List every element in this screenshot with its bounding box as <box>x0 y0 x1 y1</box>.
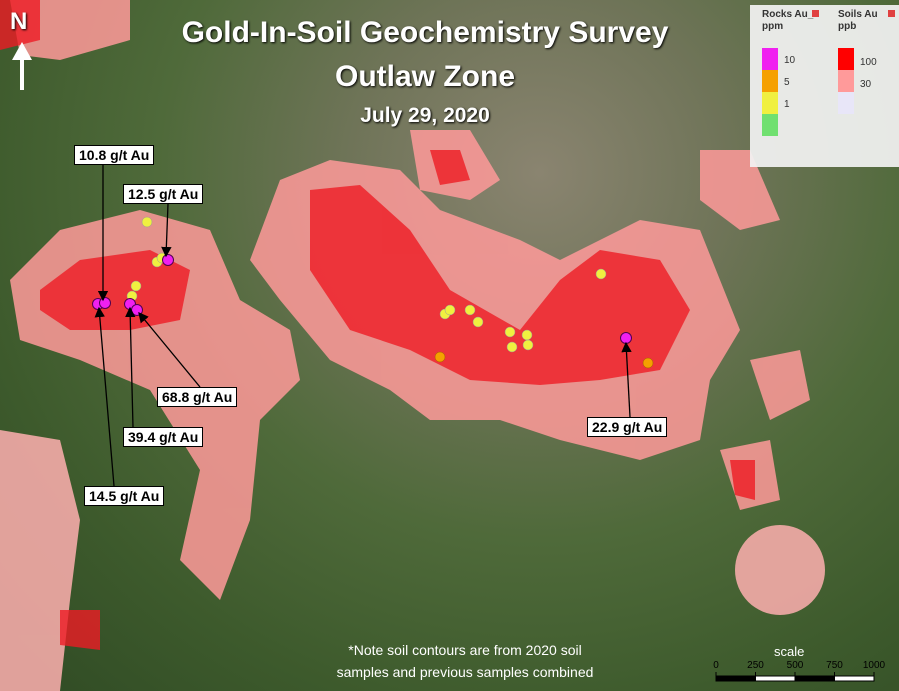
legend-swatch <box>762 48 778 70</box>
rock-sample <box>464 304 476 316</box>
scale-tick-label: 500 <box>787 660 804 671</box>
soil-low <box>750 350 810 420</box>
north-label: N <box>10 8 28 35</box>
legend-unit: ppm <box>762 21 784 32</box>
legend-label: 1 <box>784 99 790 110</box>
scale-tick-label: 1000 <box>863 660 886 671</box>
soil-high <box>0 0 755 650</box>
callout-label: 14.5 g/t Au <box>84 486 165 506</box>
soil-high-zone <box>40 250 190 330</box>
map-subtitle: Outlaw Zone <box>335 60 515 93</box>
callout-label: 68.8 g/t Au <box>157 387 238 407</box>
callout-leaders <box>94 165 632 487</box>
callout-leader <box>125 306 136 428</box>
callout-leader <box>161 203 172 258</box>
rock-sample-high <box>162 254 174 266</box>
legend-swatch <box>762 92 778 114</box>
scale-tick-label: 750 <box>826 660 843 671</box>
legend-label: 100 <box>860 57 877 68</box>
rock-sample <box>130 280 142 292</box>
soil-low <box>700 150 780 230</box>
rock-sample <box>504 326 516 338</box>
note-line: samples and previous samples combined <box>336 664 594 680</box>
scale-segment <box>715 675 756 682</box>
scale-tick-label: 0 <box>713 660 719 671</box>
rock-sample-high <box>131 304 143 316</box>
legend-label: 30 <box>860 79 872 90</box>
soil-high-zone <box>730 460 755 500</box>
rock-sample <box>506 341 518 353</box>
scale-tick-label: 250 <box>747 660 764 671</box>
soil-high-zone <box>60 610 100 650</box>
callout-leader <box>94 306 115 487</box>
map-title: Gold-In-Soil Geochemistry Survey <box>181 16 669 49</box>
legend-label: 10 <box>784 55 796 66</box>
soil-high-zone <box>0 0 40 50</box>
legend-swatch <box>762 70 778 92</box>
rock-sample <box>141 216 153 228</box>
legend-close <box>812 10 819 17</box>
legend-close <box>888 10 895 17</box>
legend-title: Soils Au <box>838 9 878 20</box>
callout-label: 12.5 g/t Au <box>123 184 204 204</box>
scale-title: scale <box>774 644 805 659</box>
rock-sample <box>521 329 533 341</box>
soil-low <box>735 525 825 615</box>
callout-label: 22.9 g/t Au <box>587 417 668 437</box>
callout-label: 39.4 g/t Au <box>123 427 204 447</box>
soil-low <box>0 430 80 691</box>
rock-sample <box>444 304 456 316</box>
legend-title: Rocks Au_ <box>762 9 814 20</box>
scale-segment <box>755 675 796 682</box>
legend-swatch <box>762 114 778 136</box>
north-arrow <box>12 42 32 90</box>
rock-sample-high <box>620 332 632 344</box>
scale-segment <box>834 675 875 682</box>
legend-label: 5 <box>784 77 790 88</box>
rock-sample <box>642 357 654 369</box>
scale-segment <box>794 675 835 682</box>
legend-swatch <box>838 70 854 92</box>
map-date: July 29, 2020 <box>360 104 490 127</box>
legend-swatch <box>838 48 854 70</box>
rock-sample <box>434 351 446 363</box>
soil-high-zone <box>310 185 690 385</box>
callout-leader <box>138 311 201 388</box>
callout-leader <box>621 341 632 418</box>
rock-sample <box>522 339 534 351</box>
rock-sample-high <box>99 297 111 309</box>
legend-swatch <box>838 92 854 114</box>
rock-sample <box>472 316 484 328</box>
rock-sample <box>595 268 607 280</box>
soil-high-zone <box>430 150 470 185</box>
legend-unit: ppb <box>838 21 857 32</box>
note-line: *Note soil contours are from 2020 soil <box>348 642 582 658</box>
callout-label: 10.8 g/t Au <box>74 145 155 165</box>
scale-bar: 0 250 500 750 1000 <box>713 660 886 682</box>
